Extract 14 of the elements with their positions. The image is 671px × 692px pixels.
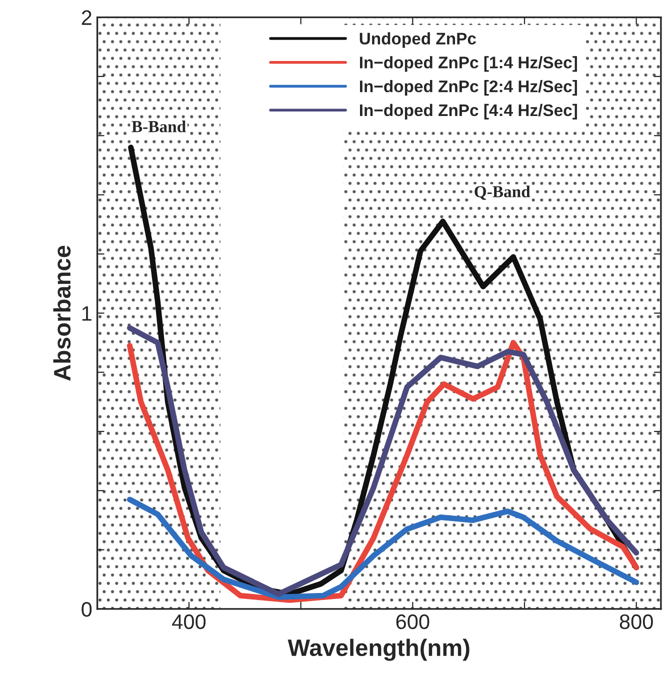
y-tick-label: 2 [82,10,92,25]
y-tick-label: 0 [82,602,92,617]
legend-label: In−doped ZnPc [1:4 Hz/Sec] [360,56,577,72]
legend-label: In−doped ZnPc [2:4 Hz/Sec] [360,80,577,96]
legend-label: Undoped ZnPc [360,32,476,48]
x-tick-label: 800 [620,614,653,630]
x-axis-title: Wavelength(nm) [288,638,470,661]
y-tick-label: 1 [82,306,92,321]
y-axis-title: Absorbance [53,246,71,381]
band-label: Q-Band [474,186,530,200]
band-label: B-Band [132,120,186,132]
legend-label: In−doped ZnPc [4:4 Hz/Sec] [360,104,577,120]
x-tick-label: 400 [172,614,206,630]
x-tick-label: 600 [396,614,430,630]
